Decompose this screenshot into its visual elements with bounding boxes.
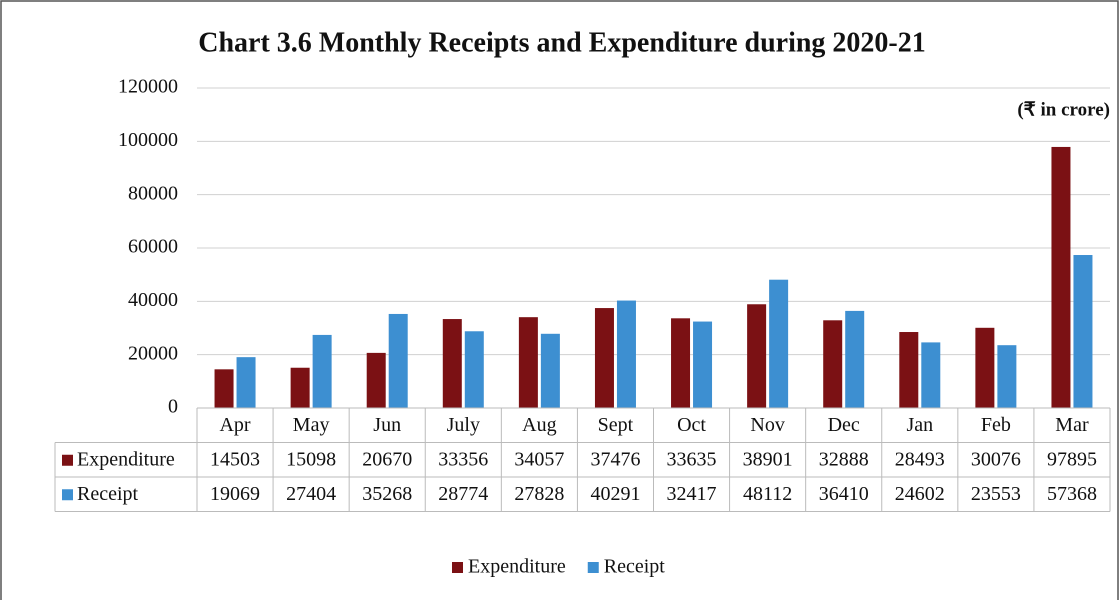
- bar: [442, 319, 462, 408]
- legend-key: [587, 562, 599, 573]
- bar: [997, 345, 1017, 408]
- table-cell: 14503: [210, 448, 260, 470]
- table-cell: 20670: [362, 448, 412, 470]
- bar: [366, 352, 386, 408]
- bar: [464, 331, 484, 408]
- table-cell: 19069: [210, 483, 260, 505]
- bar: [540, 333, 560, 408]
- table-cell: 40291: [590, 483, 640, 505]
- bar: [236, 357, 256, 408]
- table-cell: 28493: [895, 448, 945, 470]
- x-tick-label: Oct: [677, 414, 706, 436]
- table-cell: 32417: [667, 483, 717, 505]
- table-cell: 34057: [514, 448, 564, 470]
- table-legend-key: [62, 454, 73, 466]
- x-tick-label: May: [293, 414, 330, 436]
- table-cell: 27828: [514, 483, 564, 505]
- bar: [845, 310, 865, 408]
- bar: [921, 342, 941, 408]
- x-tick-label: Apr: [219, 414, 250, 436]
- bar: [671, 318, 691, 408]
- y-tick-label: 20000: [128, 342, 178, 364]
- bar: [1073, 255, 1093, 408]
- table-cell: 24602: [895, 483, 945, 505]
- unit-note: (₹ in crore): [1017, 99, 1110, 120]
- table-cell: 33356: [438, 448, 488, 470]
- bar: [518, 317, 538, 408]
- table-cell: 48112: [743, 483, 792, 505]
- table-cell: 30076: [971, 448, 1021, 470]
- bar: [823, 320, 843, 408]
- table-cell: 32888: [819, 448, 869, 470]
- x-tick-label: Jan: [906, 414, 933, 436]
- table-legend-key: [62, 489, 73, 501]
- x-tick-label: Dec: [828, 414, 860, 436]
- table-cell: 35268: [362, 483, 412, 505]
- bar: [769, 279, 789, 408]
- table-cell: 27404: [286, 483, 336, 505]
- table-cell: 33635: [667, 448, 717, 470]
- x-tick-label: Nov: [750, 414, 784, 436]
- bar: [312, 334, 332, 408]
- x-tick-label: Aug: [522, 414, 556, 436]
- table-cell: 36410: [819, 483, 869, 505]
- y-tick-label: 120000: [118, 76, 178, 98]
- table-cell: 23553: [971, 483, 1021, 505]
- table-cell: 57368: [1047, 483, 1097, 505]
- x-tick-label: July: [447, 414, 480, 436]
- bar: [747, 304, 767, 408]
- legend-label: Receipt: [604, 556, 666, 578]
- y-tick-label: 60000: [128, 236, 178, 258]
- bar: [594, 308, 614, 408]
- legend-label: Expenditure: [468, 556, 566, 578]
- bar: [616, 300, 636, 408]
- y-tick-label: 100000: [118, 129, 178, 151]
- legend-key: [452, 562, 463, 573]
- y-tick-label: 40000: [128, 289, 178, 311]
- bar: [214, 369, 234, 408]
- x-tick-label: Feb: [981, 414, 1011, 436]
- table-cell: 15098: [286, 448, 336, 470]
- bar: [290, 367, 310, 408]
- table-cell: 28774: [438, 483, 488, 505]
- bar: [899, 332, 919, 408]
- x-tick-label: Mar: [1055, 414, 1089, 436]
- x-tick-label: Jun: [373, 414, 401, 436]
- y-tick-label: 80000: [128, 182, 178, 204]
- table-cell: 37476: [590, 448, 640, 470]
- y-tick-label: 0: [168, 396, 178, 418]
- bar: [388, 313, 408, 408]
- bar: [1051, 146, 1071, 409]
- chart-title: Chart 3.6 Monthly Receipts and Expenditu…: [198, 27, 926, 58]
- table-cell: 38901: [743, 448, 793, 470]
- table-row-label: Expenditure: [77, 448, 175, 470]
- x-tick-label: Sept: [598, 414, 634, 436]
- bar: [693, 321, 713, 408]
- table-cell: 97895: [1047, 448, 1097, 470]
- table-row-label: Receipt: [77, 483, 139, 505]
- bar: [975, 327, 995, 408]
